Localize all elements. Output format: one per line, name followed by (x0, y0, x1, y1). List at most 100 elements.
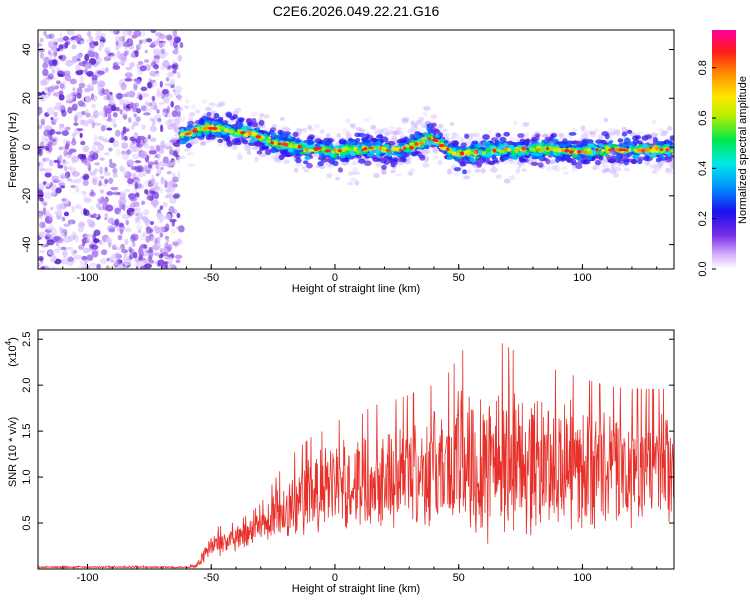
heatmap-cell (71, 31, 76, 37)
heatmap-cell (84, 62, 89, 71)
heatmap-cell (323, 140, 331, 146)
heatmap-cell (607, 127, 615, 132)
heatmap-cell (44, 216, 53, 224)
heatmap-cell (258, 116, 264, 121)
heatmap-cell (370, 124, 376, 130)
heatmap-cell (538, 156, 544, 161)
heatmap-cell (123, 50, 128, 57)
heatmap-cell (166, 72, 174, 77)
snr-scale-close: ) (7, 337, 19, 341)
heatmap-cell (513, 120, 518, 126)
heatmap-cell (139, 65, 147, 72)
heatmap-cell (104, 213, 109, 218)
heatmap-cell (64, 143, 70, 150)
heatmap-cell (317, 147, 322, 150)
heatmap-cell (143, 143, 150, 149)
heatmap-cell (149, 259, 155, 264)
colorbar-gradient (712, 30, 736, 269)
heatmap-cell (133, 83, 138, 91)
heatmap-cell (531, 155, 538, 160)
heatmap-cell (184, 148, 191, 152)
heatmap-cell (92, 51, 99, 58)
heatmap-cell (133, 78, 137, 83)
heatmap-cell (114, 218, 120, 227)
heatmap-cell (107, 52, 115, 57)
heatmap-cell (125, 66, 133, 71)
heatmap-cell (52, 118, 58, 123)
heatmap-cell (78, 82, 86, 89)
heatmap-cell (44, 172, 52, 178)
heatmap-cell (119, 167, 127, 173)
heatmap-cell (38, 182, 45, 191)
heatmap-cell (255, 135, 262, 139)
heatmap-cell (151, 79, 158, 88)
heatmap-cell (620, 143, 627, 149)
heatmap-cell (610, 165, 616, 170)
heatmap-cell (525, 140, 530, 146)
heatmap-cell (637, 148, 642, 152)
heatmap-cell (84, 174, 90, 180)
y-tick-label: 1.0 (21, 469, 33, 484)
heatmap-cell (165, 238, 170, 244)
heatmap-cell (45, 34, 53, 39)
heatmap-cell (279, 149, 288, 154)
heatmap-cell (88, 243, 95, 249)
heatmap-cell (282, 159, 291, 165)
heatmap-cell (118, 36, 123, 42)
heatmap-cell (108, 227, 115, 233)
heatmap-cell (568, 150, 574, 154)
heatmap-cell (667, 126, 673, 131)
heatmap-cell (523, 132, 530, 138)
heatmap-cell (250, 111, 258, 117)
heatmap-cell (60, 175, 67, 180)
heatmap-cell (422, 162, 430, 168)
heatmap-cell (148, 249, 154, 257)
heatmap-cell (71, 139, 77, 146)
heatmap-cell (89, 191, 96, 197)
heatmap-cell (352, 166, 359, 173)
heatmap-cell (59, 83, 65, 89)
heatmap-cell (38, 212, 42, 217)
heatmap-cell (307, 140, 315, 146)
heatmap-cell (159, 232, 164, 238)
heatmap-cell (85, 233, 93, 238)
heatmap-cell (390, 161, 398, 166)
heatmap-cell (85, 112, 91, 118)
heatmap-cell (116, 148, 121, 157)
heatmap-cell (122, 113, 128, 120)
heatmap-cell (86, 218, 93, 225)
heatmap-cell (60, 246, 67, 251)
heatmap-cell (549, 134, 555, 140)
heatmap-cell (115, 207, 120, 215)
heatmap-cell (156, 109, 160, 114)
heatmap-cell (210, 110, 217, 115)
heatmap-cell (337, 167, 344, 173)
heatmap-cell (96, 263, 101, 269)
heatmap-cell (409, 167, 416, 173)
heatmap-cell (89, 262, 98, 268)
heatmap-cell (65, 61, 73, 67)
heatmap-cell (188, 112, 195, 118)
heatmap-cell (256, 150, 263, 155)
heatmap-cell (442, 133, 450, 138)
heatmap-cell (40, 118, 46, 126)
heatmap-cell (179, 132, 185, 137)
heatmap-cell (267, 136, 272, 140)
heatmap-cell (77, 100, 85, 107)
heatmap-cell (143, 112, 151, 116)
heatmap-cell (105, 237, 113, 243)
heatmap-cell (277, 129, 283, 136)
heatmap-cell (50, 44, 57, 52)
heatmap-cell (72, 95, 76, 101)
snr-panel: -100 -50 0 50 100 0.5 1.0 1.5 2.0 2.5 Height of … (4, 329, 675, 595)
heatmap-cell (465, 169, 472, 174)
heatmap-cell (143, 138, 148, 143)
heatmap-cell (252, 131, 256, 136)
heatmap-cell (73, 250, 78, 254)
heatmap-cell (480, 168, 486, 174)
heatmap-cell (91, 144, 96, 152)
heatmap-cell (58, 44, 64, 50)
heatmap-cell (150, 30, 157, 34)
heatmap-cell (364, 133, 370, 139)
heatmap-cell (86, 160, 92, 168)
